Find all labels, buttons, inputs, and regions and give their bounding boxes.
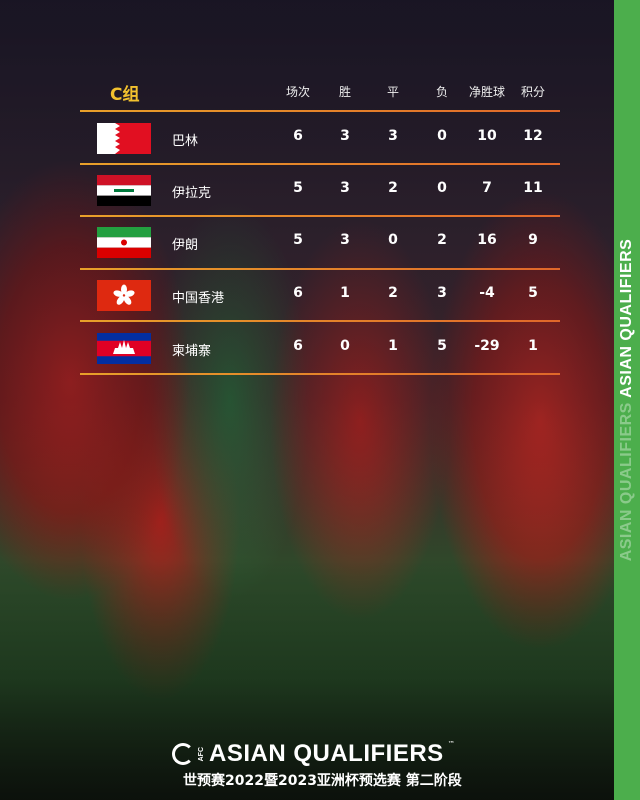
- won: 3: [340, 232, 350, 248]
- played: 5: [293, 180, 303, 196]
- divider: [80, 373, 560, 375]
- goal-difference: -29: [474, 338, 500, 354]
- team-name: 巴林: [172, 134, 199, 149]
- bahrain-flag: [97, 123, 151, 154]
- points: 9: [528, 232, 538, 248]
- team-name: 伊拉克: [172, 186, 212, 201]
- table-row: 巴林 6 3 3 0 10 12: [0, 118, 614, 158]
- logo-title: ASIAN QUALIFIERS: [209, 740, 444, 767]
- lost: 2: [437, 232, 447, 248]
- hong-kong-flag: [97, 280, 151, 311]
- divider: [80, 320, 560, 322]
- table-row: 柬埔寨 6 0 1 5 -29 1: [0, 328, 614, 368]
- side-strip-text: ASIAN QUALIFIERS ASIAN QUALIFIERS: [618, 238, 635, 562]
- divider: [80, 110, 560, 112]
- header-won: 胜: [338, 85, 352, 99]
- afc-text: AFC: [198, 746, 205, 762]
- header-goal-difference: 净胜球: [468, 85, 506, 99]
- goal-difference: -4: [479, 285, 495, 301]
- lost: 3: [437, 285, 447, 301]
- lost: 0: [437, 128, 447, 144]
- played: 5: [293, 232, 303, 248]
- played: 6: [293, 338, 303, 354]
- header-drawn: 平: [386, 85, 400, 99]
- goal-difference: 7: [482, 180, 492, 196]
- iraq-flag: [97, 175, 151, 206]
- divider: [80, 215, 560, 217]
- points: 12: [523, 128, 543, 144]
- table-row: 伊拉克 5 3 2 0 7 11: [0, 170, 614, 210]
- group-label: C组: [110, 85, 140, 105]
- lost: 0: [437, 180, 447, 196]
- team-name: 伊朗: [172, 238, 199, 253]
- goal-difference: 10: [477, 128, 497, 144]
- competition-subtitle: 世预赛2022暨2023亚洲杯预选赛 第二阶段: [183, 773, 462, 789]
- points: 11: [523, 180, 543, 196]
- team-name: 中国香港: [172, 291, 225, 306]
- played: 6: [293, 128, 303, 144]
- drawn: 1: [388, 338, 398, 354]
- goal-difference: 16: [477, 232, 497, 248]
- divider: [80, 268, 560, 270]
- drawn: 2: [388, 285, 398, 301]
- asian-qualifiers-logo: AFC ASIAN QUALIFIERS ™: [172, 740, 455, 768]
- lost: 5: [437, 338, 447, 354]
- played: 6: [293, 285, 303, 301]
- table-row: 中国香港 6 1 2 3 -4 5: [0, 275, 614, 315]
- table-row: 伊朗 5 3 0 2 16 9: [0, 222, 614, 262]
- trademark: ™: [447, 740, 455, 748]
- header-played: 场次: [285, 85, 311, 99]
- team-name: 柬埔寨: [172, 344, 212, 359]
- won: 3: [340, 128, 350, 144]
- won: 3: [340, 180, 350, 196]
- points: 1: [528, 338, 538, 354]
- header-points: 积分: [520, 85, 546, 99]
- drawn: 0: [388, 232, 398, 248]
- drawn: 2: [388, 180, 398, 196]
- won: 0: [340, 338, 350, 354]
- afc-logo-icon: [172, 743, 194, 765]
- points: 5: [528, 285, 538, 301]
- divider: [80, 163, 560, 165]
- won: 1: [340, 285, 350, 301]
- cambodia-flag: [97, 333, 151, 364]
- side-strip: ASIAN QUALIFIERS ASIAN QUALIFIERS: [614, 0, 640, 800]
- drawn: 3: [388, 128, 398, 144]
- header-lost: 负: [435, 85, 449, 99]
- iran-flag: [97, 227, 151, 258]
